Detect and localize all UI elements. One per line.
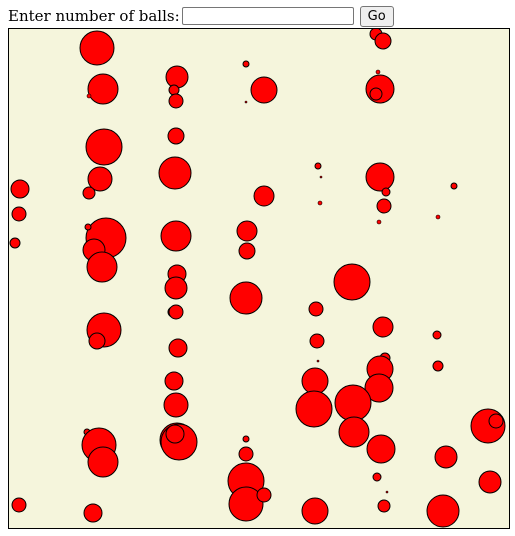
- ball: [230, 282, 262, 314]
- ball: [169, 85, 179, 95]
- ball: [427, 495, 459, 527]
- ball: [377, 199, 391, 213]
- ball: [366, 163, 394, 191]
- ball: [83, 187, 95, 199]
- ball: [334, 264, 370, 300]
- ball: [88, 74, 118, 104]
- ball: [89, 333, 105, 349]
- ball: [87, 252, 117, 282]
- ball-count-form: Enter number of balls: Go: [8, 6, 394, 26]
- ball: [166, 66, 188, 88]
- ball: [367, 435, 395, 463]
- ball: [489, 414, 503, 428]
- ball: [382, 188, 390, 196]
- ball: [302, 368, 328, 394]
- ball: [245, 101, 247, 103]
- ball: [169, 94, 183, 108]
- ball: [433, 331, 441, 339]
- ball: [315, 163, 321, 169]
- ball: [164, 393, 188, 417]
- ball: [436, 215, 440, 219]
- ball: [165, 372, 183, 390]
- ball: [84, 504, 102, 522]
- ball: [166, 425, 184, 443]
- ball: [435, 446, 457, 468]
- ball: [239, 243, 255, 259]
- ball: [169, 305, 183, 319]
- ball: [386, 491, 388, 493]
- ball: [378, 500, 390, 512]
- ball: [376, 70, 380, 74]
- ball: [257, 488, 271, 502]
- ball: [239, 447, 253, 461]
- ball: [165, 277, 187, 299]
- ball: [161, 221, 191, 251]
- balls-canvas-svg: [9, 29, 509, 528]
- balls-canvas: [8, 28, 510, 529]
- ball: [377, 220, 381, 224]
- ball: [479, 471, 501, 493]
- ball: [339, 417, 369, 447]
- ball: [320, 176, 322, 178]
- ball: [375, 33, 391, 49]
- ball: [373, 473, 381, 481]
- ball: [302, 498, 328, 524]
- ball: [169, 339, 187, 357]
- ball: [10, 238, 20, 248]
- ball: [159, 157, 191, 189]
- ball: [254, 186, 274, 206]
- ball: [373, 317, 393, 337]
- ball: [370, 88, 382, 100]
- ball: [309, 302, 323, 316]
- ball: [451, 183, 457, 189]
- ball: [86, 129, 122, 165]
- ball: [87, 94, 91, 98]
- ball: [80, 31, 114, 65]
- ball: [335, 385, 371, 421]
- ball: [85, 224, 91, 230]
- ball-count-label: Enter number of balls:: [8, 6, 180, 26]
- ball: [12, 498, 26, 512]
- ball: [251, 77, 277, 103]
- ball: [168, 128, 184, 144]
- ball: [11, 180, 29, 198]
- ball: [433, 361, 443, 371]
- ball: [310, 334, 324, 348]
- ball: [12, 207, 26, 221]
- ball: [237, 221, 257, 241]
- go-button[interactable]: Go: [360, 6, 394, 27]
- ball: [318, 201, 322, 205]
- ball-count-input[interactable]: [182, 7, 354, 25]
- ball: [296, 391, 332, 427]
- ball: [243, 436, 249, 442]
- ball: [88, 447, 118, 477]
- ball: [243, 61, 249, 67]
- ball: [317, 360, 319, 362]
